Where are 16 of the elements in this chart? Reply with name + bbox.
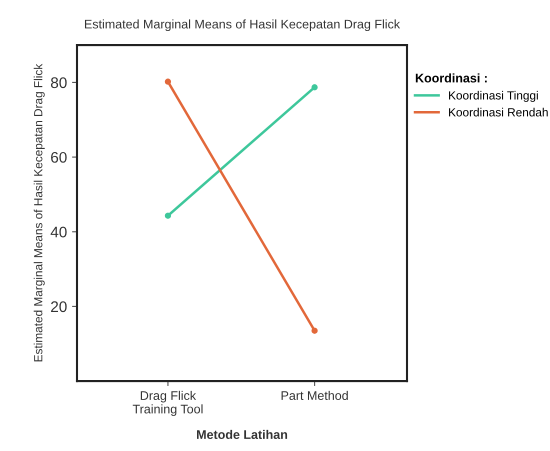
- legend-label: Koordinasi Tinggi: [449, 90, 538, 102]
- point: [164, 78, 172, 85]
- y-axis-title: Estimated Marginal Means of Hasil Kecepatan Drag Flick: [34, 64, 45, 362]
- legend-label: Koordinasi Rendah: [449, 108, 548, 116]
- x-axis-title: Metode Latihan: [197, 430, 288, 440]
- point: [311, 328, 318, 334]
- y-tick-label: 20: [51, 301, 67, 312]
- chart-title: Estimated Marginal Means of Hasil Kecepatan Drag Flick: [84, 19, 400, 32]
- y-tick-label: 80: [50, 77, 67, 88]
- point: [311, 84, 318, 90]
- point: [164, 212, 172, 219]
- y-tick-label: 40: [50, 226, 67, 238]
- legend-title: Koordinasi :: [416, 73, 487, 83]
- x-tick-label: Drag Flick Training Tool: [132, 390, 203, 416]
- x-tick-label: Part Method: [282, 390, 348, 400]
- y-tick-label: 60: [51, 152, 67, 163]
